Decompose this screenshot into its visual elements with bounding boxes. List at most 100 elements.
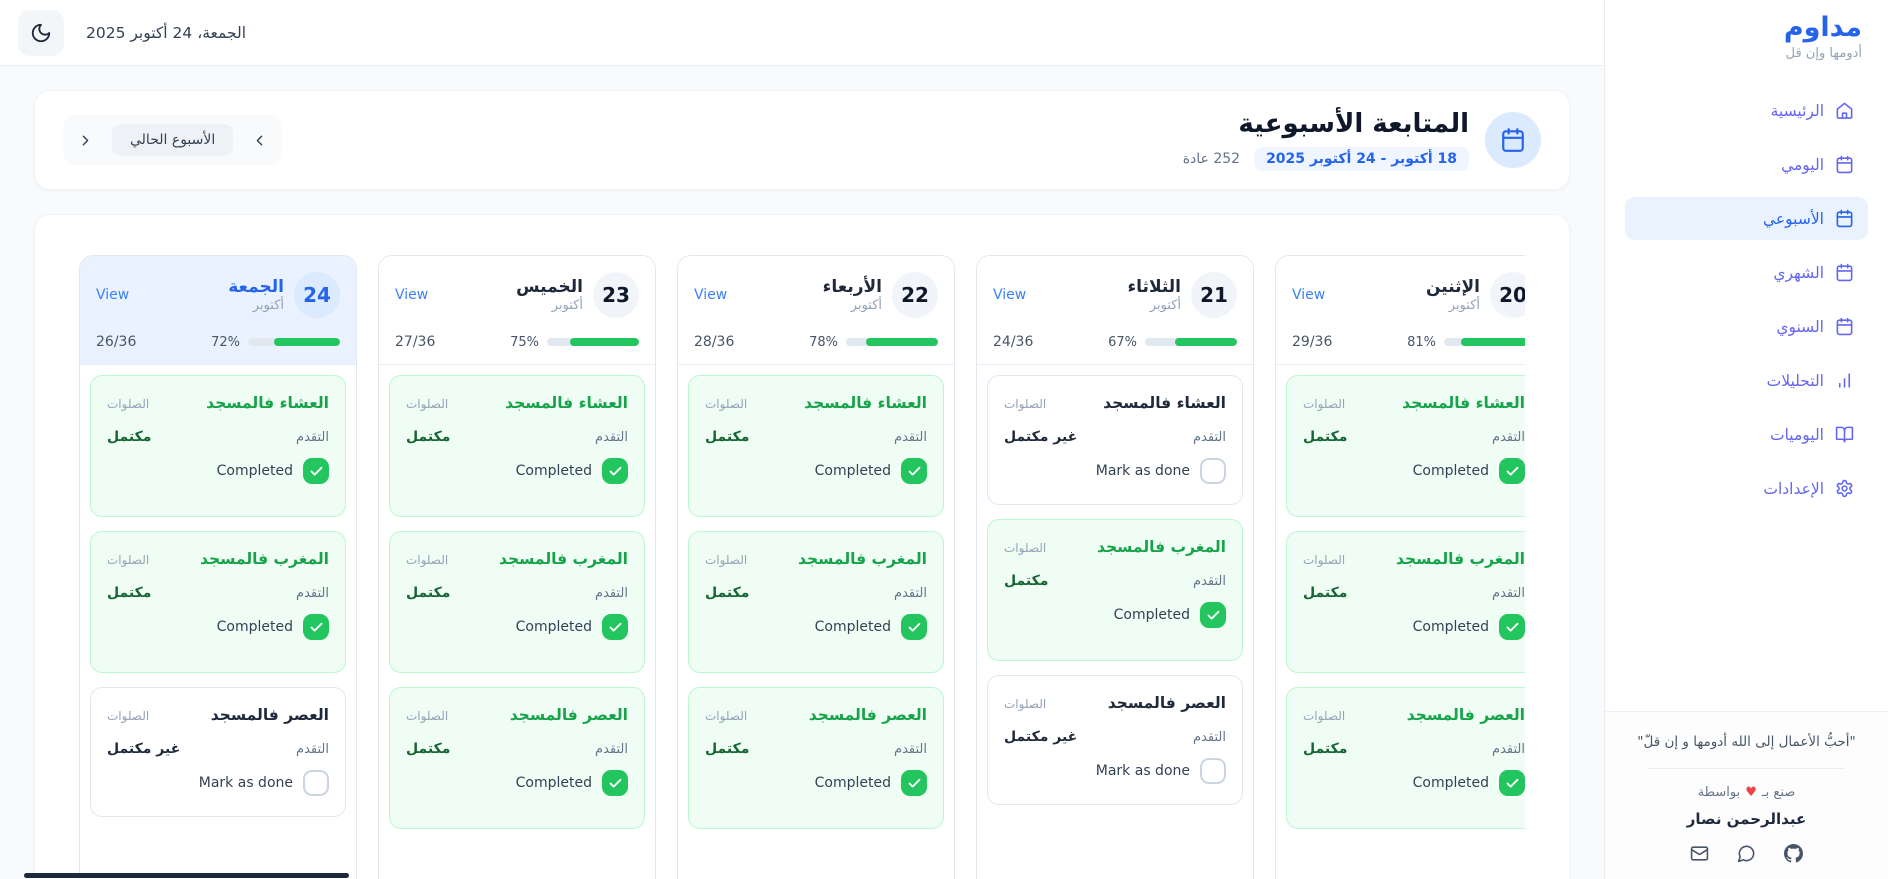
habit-category: الصلوات [406,397,449,411]
progress-label: التقدم [296,430,329,445]
habit-status: مكتمل [1004,573,1049,589]
progress-label: التقدم [894,586,927,601]
habit-action-label: Completed [216,619,293,635]
week-scroll-area[interactable]: 20 الإثنين أكتوبر View 81% 29/36 العشاء فالمسج… [79,255,1525,879]
chat-icon[interactable] [1737,844,1756,863]
mail-icon[interactable] [1690,844,1709,863]
view-day-link[interactable]: View [993,287,1027,303]
app-tagline: أدومها وإن قل [1785,46,1862,62]
progress-label: التقدم [1492,586,1525,601]
habit-checkbox[interactable] [1200,458,1226,484]
habit-action-label: Completed [814,463,891,479]
day-month: أكتوبر [1448,298,1480,313]
calendar-icon [1835,263,1854,282]
habit-category: الصلوات [1303,709,1346,723]
habit-card: العشاء فالمسجد الصلوات التقدم مكتمل Complete… [1286,375,1525,517]
sidebar-item[interactable]: الإعدادات [1625,467,1868,510]
habit-card: العصر فالمسجد الصلوات التقدم مكتمل Completed [389,687,645,829]
day-month: أكتوبر [1149,298,1181,313]
habit-checkbox[interactable] [901,458,927,484]
moon-icon [30,22,52,44]
horizontal-scrollbar[interactable] [24,873,349,878]
habit-checkbox[interactable] [901,614,927,640]
habit-name: العصر فالمسجد [210,706,329,724]
habit-action-label: Completed [515,775,592,791]
day-number: 22 [892,272,938,318]
habit-status: مكتمل [406,585,451,601]
habit-category: الصلوات [107,397,150,411]
day-name: الإثنين [1425,277,1480,297]
home-icon [1835,101,1854,120]
current-week-button[interactable]: الأسبوع الحالي [112,124,234,156]
day-header: 20 الإثنين أكتوبر View 81% 29/36 [1276,256,1525,365]
week-navigation: الأسبوع الحالي [63,115,283,165]
social-links [1623,844,1870,863]
habit-checkbox[interactable] [602,458,628,484]
habit-checkbox[interactable] [602,614,628,640]
habit-category: الصلوات [1303,553,1346,567]
day-count: 27/36 [395,334,436,350]
habit-checkbox[interactable] [1200,758,1226,784]
habit-count: 252 عادة [1182,151,1241,167]
day-progress-bar [846,338,938,346]
day-number: 24 [294,272,340,318]
day-header: 23 الخميس أكتوبر View 75% 27/36 [379,256,655,365]
day-month: أكتوبر [551,298,583,313]
theme-toggle-button[interactable] [18,9,64,56]
view-day-link[interactable]: View [1292,287,1326,303]
day-count: 28/36 [694,334,735,350]
sidebar-item-label: السنوي [1776,317,1824,336]
sidebar-item[interactable]: اليوميات [1625,413,1868,456]
sidebar-item[interactable]: التحليلات [1625,359,1868,402]
habit-status: مكتمل [705,585,750,601]
view-day-link[interactable]: View [96,287,130,303]
day-number: 20 [1490,272,1525,318]
habit-category: الصلوات [107,553,150,567]
progress-label: التقدم [1193,730,1226,745]
sidebar-item[interactable]: الرئيسية [1625,89,1868,132]
page-header-card: المتابعة الأسبوعية 18 أكتوبر - 24 أكتوبر… [34,90,1570,190]
page-title: المتابعة الأسبوعية [1238,109,1469,139]
habit-name: العشاء فالمسجد [1103,394,1226,412]
app-logo: مداوم [1783,12,1862,43]
habit-checkbox[interactable] [1499,770,1525,796]
calendar-icon [1500,127,1526,153]
book-icon [1835,425,1854,444]
sidebar-item[interactable]: السنوي [1625,305,1868,348]
habit-checkbox[interactable] [1499,458,1525,484]
author-name: عبدالرحمن نصار [1686,810,1807,828]
sidebar-item-label: الإعدادات [1763,479,1824,498]
habit-checkbox[interactable] [303,614,329,640]
habit-card: المغرب فالمسجد الصلوات التقدم مكتمل Complete… [688,531,944,673]
habit-checkbox[interactable] [602,770,628,796]
habit-card: العشاء فالمسجد الصلوات التقدم مكتمل Complete… [90,375,346,517]
habit-checkbox[interactable] [1499,614,1525,640]
sidebar-item[interactable]: الشهري [1625,251,1868,294]
sidebar-item[interactable]: اليومي [1625,143,1868,186]
sidebar-item[interactable]: الأسبوعي [1625,197,1868,241]
habit-status: مكتمل [1303,585,1348,601]
habit-category: الصلوات [705,709,748,723]
habit-card: العصر فالمسجد الصلوات التقدم غير مكتمل Mark … [987,675,1243,805]
day-header: 24 الجمعة أكتوبر View 72% 26/36 [80,256,356,365]
habit-checkbox[interactable] [303,770,329,796]
github-icon[interactable] [1784,844,1803,863]
next-week-button[interactable] [75,130,96,151]
habit-card: المغرب فالمسجد الصلوات التقدم مكتمل Complete… [1286,531,1525,673]
sidebar: مداوم أدومها وإن قل الرئيسية اليومي الأسبو… [1604,0,1888,879]
habit-category: الصلوات [406,709,449,723]
habit-name: العصر فالمسجد [1107,694,1226,712]
day-progress-bar [1444,338,1525,346]
progress-label: التقدم [296,586,329,601]
content-area: المتابعة الأسبوعية 18 أكتوبر - 24 أكتوبر… [0,66,1604,879]
habit-checkbox[interactable] [303,458,329,484]
habit-list: العشاء فالمسجد الصلوات التقدم مكتمل Complete… [1276,365,1525,839]
prev-week-button[interactable] [249,130,270,151]
view-day-link[interactable]: View [395,287,429,303]
habit-checkbox[interactable] [901,770,927,796]
habit-action-label: Completed [1412,775,1489,791]
view-day-link[interactable]: View [694,287,728,303]
day-percent: 67% [1108,334,1137,350]
habit-checkbox[interactable] [1200,602,1226,628]
sidebar-item-label: الأسبوعي [1763,209,1824,228]
